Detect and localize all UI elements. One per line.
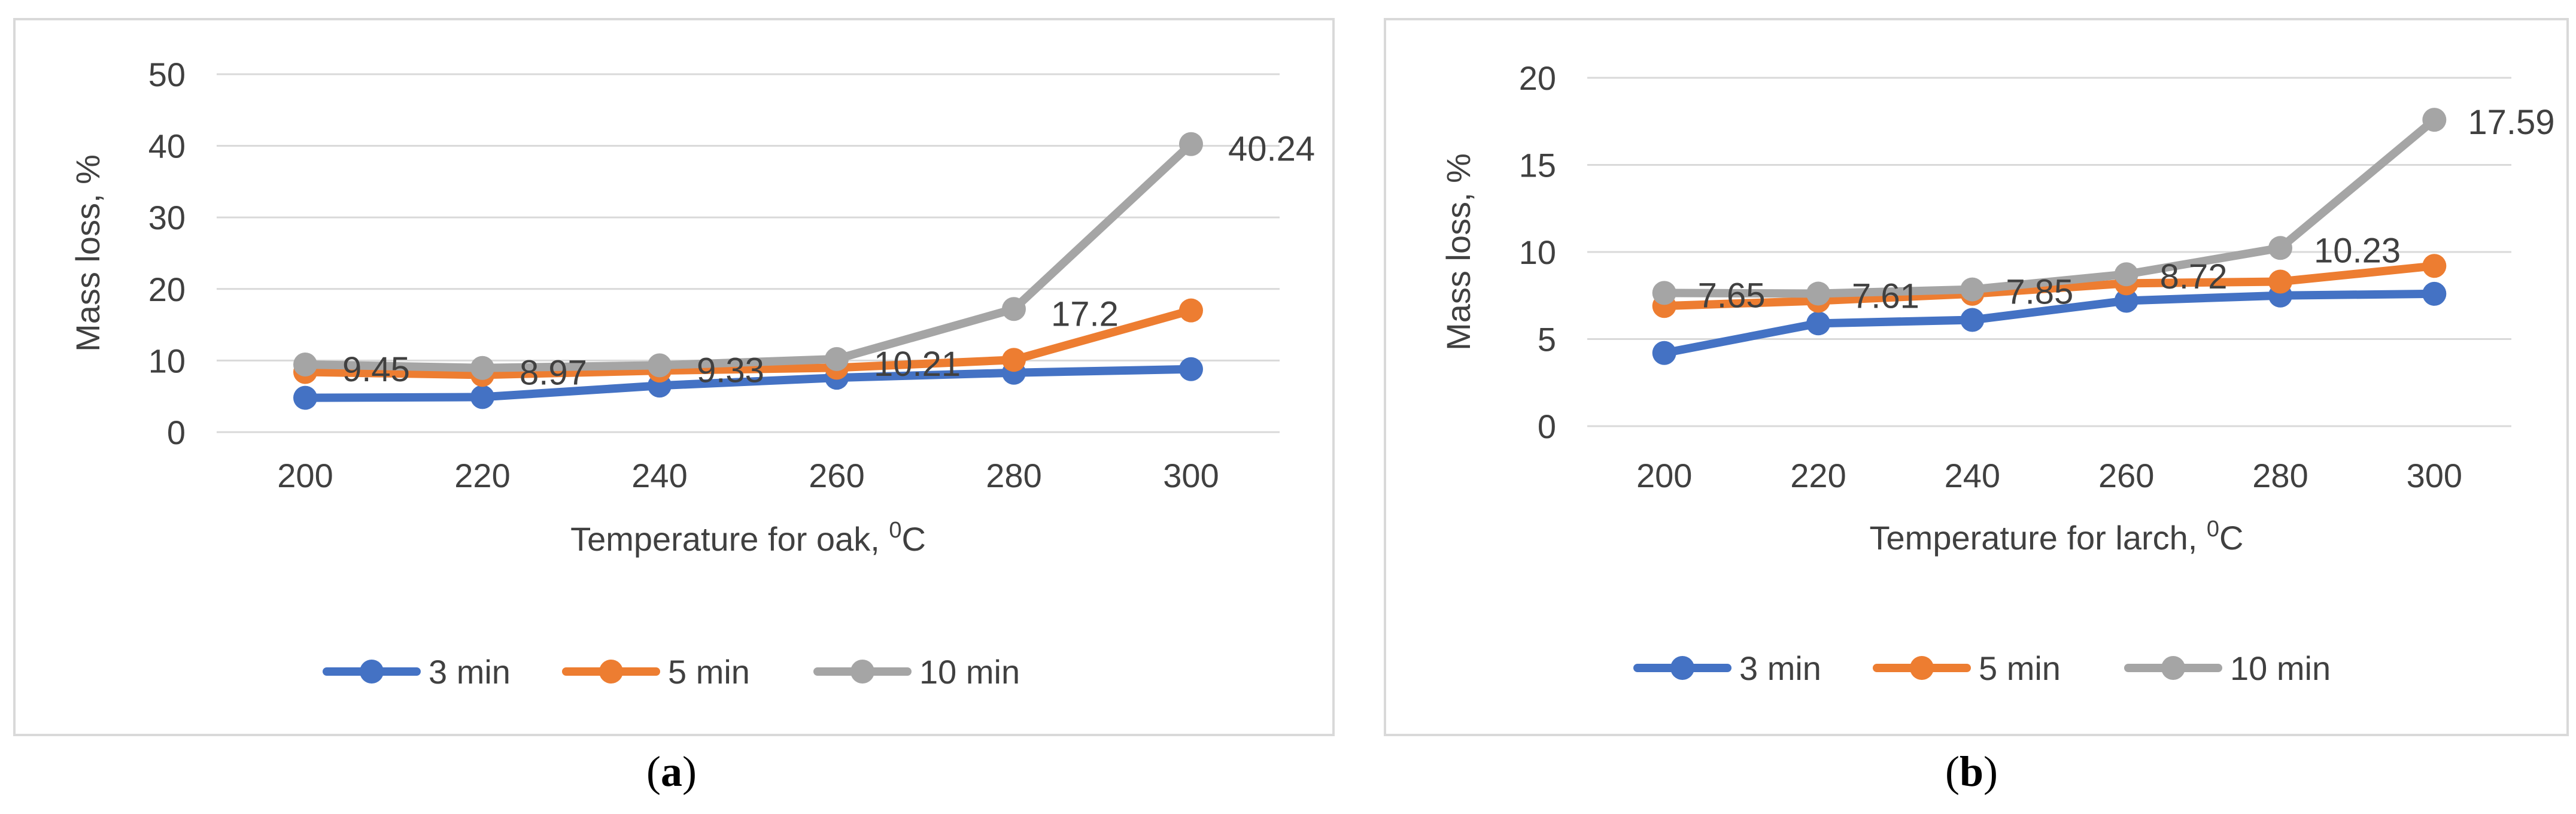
series-line-3-min [1660,289,2439,357]
data-point-10-min [2268,236,2292,260]
y-tick-label: 30 [148,199,186,236]
y-axis-title: Mass loss, % [1439,153,1477,351]
data-point-10-min [1652,281,1676,305]
chart-larch: 0 5 10 15 20 200 220 240 260 280 300 Mass loss, % Te… [1439,59,2554,687]
x-axis-title-superscript: 0 [2207,517,2219,542]
legend-label: 10 min [919,653,1020,691]
legend-marker [850,660,874,684]
y-tick-label: 20 [148,271,186,308]
y-tick-label: 20 [1519,59,1556,97]
x-axis-title-text: Temperature for larch, [1870,519,2207,557]
legend-label: 10 min [2230,649,2331,687]
legend-marker [1670,656,1694,680]
x-tick-label: 280 [2252,457,2308,494]
data-label: 8.72 [2160,257,2228,296]
x-tick-label: 300 [1163,457,1219,494]
data-point-5-min [2268,269,2292,294]
series-line-10-min [301,139,1195,372]
data-point-10-min [1806,281,1830,306]
data-point-10-min [293,352,317,376]
y-axis-title: Mass loss, % [69,154,107,352]
y-tick-label: 0 [167,414,186,451]
data-point-3-min [293,385,317,410]
y-tick-label: 0 [1538,408,1556,445]
x-tick-label: 220 [454,457,510,494]
chart-panel-oak: 0 10 20 30 40 50 200 220 240 260 280 300 Mass loss, … [13,18,1335,736]
x-axis-title-text: Temperature for oak, [570,520,889,558]
y-tick-label: 10 [148,342,186,379]
caption-a: (a) [646,748,697,795]
data-label: 7.65 [1698,276,1766,315]
x-axis-title: Temperature for larch, 0C [1870,517,2244,557]
data-label: 10.23 [2314,231,2401,270]
x-axis-title-superscript: 0 [889,518,901,543]
data-label: 17.59 [2468,103,2554,142]
legend-marker [599,660,623,684]
legend-label: 3 min [1739,649,1821,687]
data-point-5-min [1179,298,1203,323]
x-tick-label: 300 [2407,457,2462,494]
data-label: 9.45 [342,350,410,389]
y-tick-label: 15 [1519,147,1556,184]
legend-marker [1910,656,1934,680]
y-tick-label: 40 [148,127,186,165]
data-point-3-min [1960,308,1985,332]
legend-marker [360,660,384,684]
x-axis-title-unit: C [2219,519,2243,557]
x-tick-label: 240 [1945,457,2000,494]
data-point-10-min [648,353,672,378]
legend-marker [2161,656,2185,680]
x-tick-label: 200 [277,457,333,494]
data-label: 9.33 [697,351,764,390]
data-point-10-min [825,347,849,371]
x-tick-label: 200 [1636,457,1692,494]
x-tick-label: 260 [2098,457,2154,494]
series-line-5-min [301,306,1195,379]
data-point-3-min [470,385,494,409]
chart-oak: 0 10 20 30 40 50 200 220 240 260 280 300 Mass loss, … [69,56,1315,691]
data-label: 7.85 [2006,273,2073,312]
series-line-10-min [1660,116,2439,298]
data-label: 10.21 [874,345,961,384]
series-line-5-min [1660,262,2439,311]
data-point-10-min [1002,297,1026,321]
data-point-3-min [1179,357,1203,381]
series-line-3-min [301,365,1195,402]
y-tick-label: 5 [1538,321,1556,359]
data-point-10-min [1179,132,1203,156]
data-point-10-min [2422,108,2447,132]
data-point-3-min [1652,341,1676,365]
data-label: 7.61 [1852,277,1919,316]
data-point-10-min [470,356,494,380]
data-point-3-min [2422,281,2447,306]
y-tick-label: 10 [1519,233,1556,271]
x-tick-label: 280 [986,457,1041,494]
data-label: 40.24 [1228,130,1315,169]
x-tick-label: 220 [1790,457,1846,494]
caption-b: (b) [1945,748,1998,795]
x-axis-title: Temperature for oak, 0C [570,518,926,558]
data-label: 8.97 [520,354,587,393]
chart-panel-larch: 0 5 10 15 20 200 220 240 260 280 300 Mass loss, % Te… [1384,18,2569,736]
data-point-10-min [1960,277,1985,302]
x-tick-label: 240 [631,457,687,494]
x-axis-title-unit: C [901,520,925,558]
y-tick-label: 50 [148,56,186,93]
data-point-5-min [1002,348,1026,372]
legend-label: 5 min [1979,649,2061,687]
data-label: 17.2 [1051,294,1119,333]
legend-label: 3 min [429,653,511,691]
data-point-10-min [2114,262,2138,287]
data-point-3-min [2114,288,2138,313]
data-point-3-min [1806,311,1830,336]
x-tick-label: 260 [809,457,864,494]
legend-label: 5 min [668,653,750,691]
data-point-5-min [2422,254,2447,278]
